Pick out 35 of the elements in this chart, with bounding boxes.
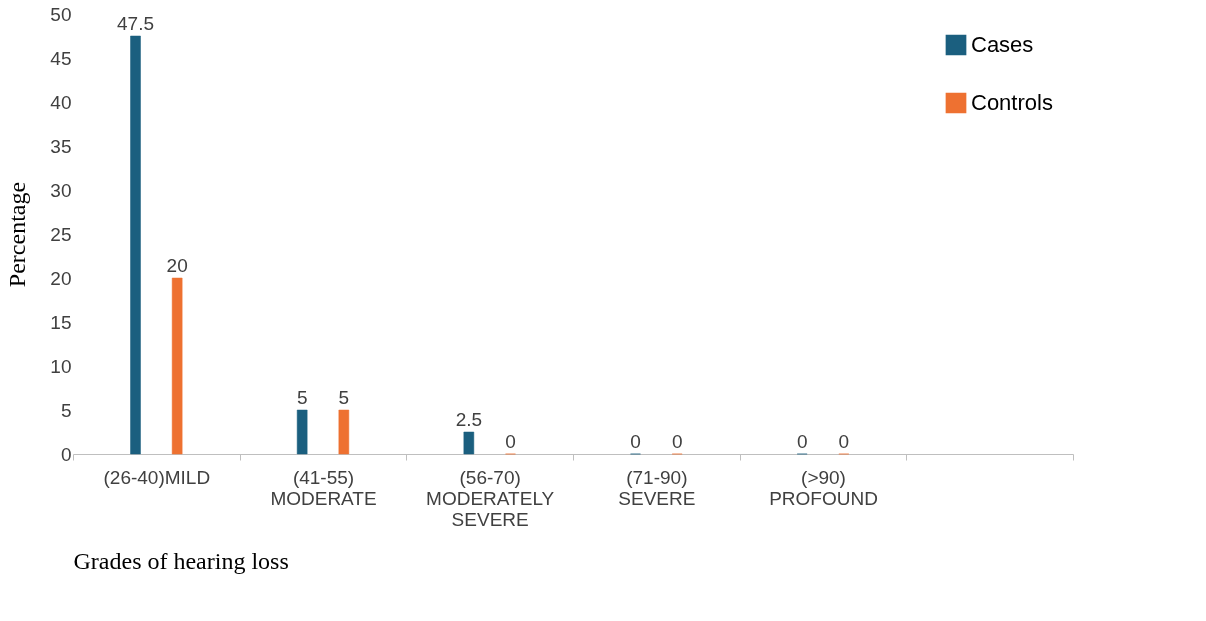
legend-label: Cases bbox=[971, 32, 1034, 57]
data-label: 0 bbox=[671, 431, 683, 452]
data-label: 0 bbox=[796, 431, 808, 452]
y-tick-label: 45 bbox=[50, 47, 72, 69]
y-tick-label: 35 bbox=[50, 135, 72, 157]
y-tick-label: 5 bbox=[60, 399, 72, 421]
x-tick-label: (71-90) SEVERE bbox=[618, 466, 696, 509]
data-label: 20 bbox=[166, 255, 188, 276]
x-tick-label: (56-70) MODERATELY SEVERE bbox=[426, 466, 555, 530]
bar bbox=[130, 35, 141, 455]
y-tick-label: 30 bbox=[50, 179, 72, 201]
bar bbox=[171, 277, 183, 455]
data-label: 2.5 bbox=[455, 409, 483, 430]
bar bbox=[463, 431, 475, 455]
legend-label: Controls bbox=[971, 90, 1053, 115]
y-axis-title: Percentage bbox=[4, 181, 31, 288]
data-label: 0 bbox=[630, 431, 641, 452]
y-tick-label: 50 bbox=[50, 3, 72, 25]
y-tick-label: 20 bbox=[50, 267, 72, 289]
y-tick-label: 0 bbox=[60, 443, 72, 465]
x-tick-label: (26-40)MILD bbox=[103, 466, 211, 488]
bar bbox=[338, 409, 350, 455]
x-tick-label: (41-55) MODERATE bbox=[270, 466, 377, 509]
data-label: 5 bbox=[338, 387, 350, 408]
data-label: 5 bbox=[296, 387, 308, 408]
y-tick-label: 25 bbox=[50, 223, 72, 245]
bar bbox=[296, 409, 308, 455]
x-tick-label: (>90) PROFOUND bbox=[769, 466, 878, 509]
data-label: 0 bbox=[838, 431, 850, 452]
y-tick-label: 10 bbox=[50, 355, 72, 377]
y-tick-label: 15 bbox=[50, 311, 72, 333]
data-label: 47.5 bbox=[117, 13, 154, 34]
y-tick-label: 40 bbox=[50, 91, 72, 113]
data-label: 0 bbox=[505, 431, 516, 452]
x-axis-title: Grades of hearing loss bbox=[73, 547, 289, 574]
